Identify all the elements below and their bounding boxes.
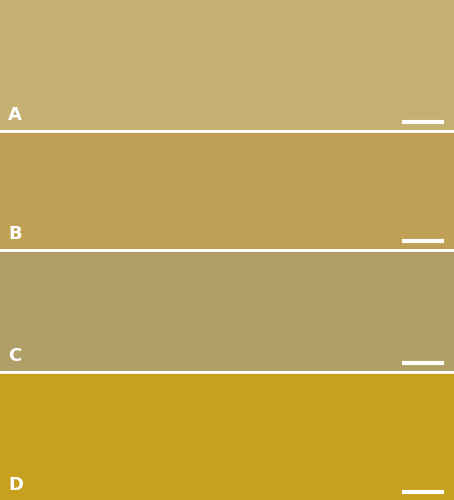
Bar xyxy=(0,251,454,371)
Text: D: D xyxy=(8,476,23,494)
Text: A: A xyxy=(8,106,22,124)
Bar xyxy=(0,373,454,500)
Text: C: C xyxy=(8,347,21,365)
Bar xyxy=(0,132,454,249)
Bar xyxy=(0,0,454,130)
Text: B: B xyxy=(8,225,22,243)
